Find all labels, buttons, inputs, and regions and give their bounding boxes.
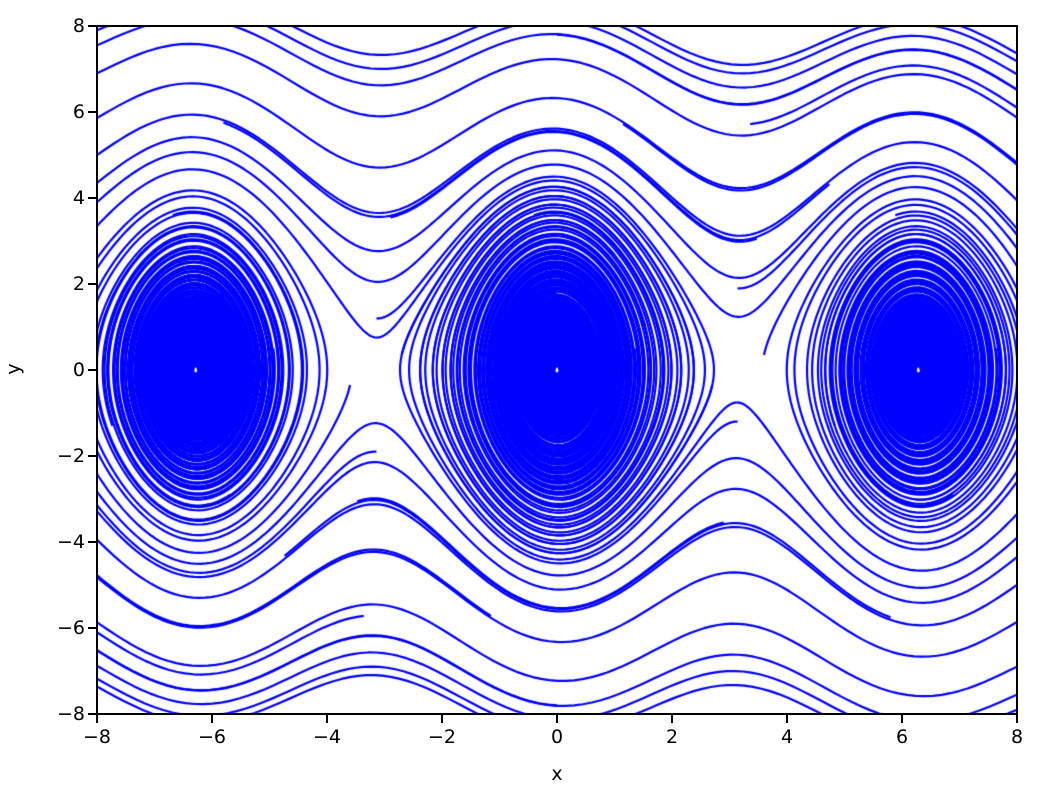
x-tick-label: −2 <box>427 726 457 748</box>
x-tick-mark <box>786 715 788 723</box>
y-tick-label: 4 <box>72 187 85 209</box>
y-tick-label: −6 <box>56 617 85 639</box>
y-tick-mark <box>88 197 96 199</box>
x-tick-label: 4 <box>780 726 794 748</box>
y-tick-mark <box>88 283 96 285</box>
x-tick-label: 8 <box>1010 726 1024 748</box>
y-tick-label: −8 <box>56 703 85 725</box>
x-tick-label: 2 <box>665 726 679 748</box>
x-tick-mark <box>96 715 98 723</box>
y-tick-label: 6 <box>72 101 85 123</box>
y-tick-label: 8 <box>72 15 85 37</box>
x-tick-mark <box>211 715 213 723</box>
x-tick-label: 0 <box>550 726 564 748</box>
y-tick-mark <box>88 541 96 543</box>
x-tick-label: −6 <box>197 726 227 748</box>
x-axis-label: x <box>551 763 563 785</box>
x-tick-label: −4 <box>312 726 342 748</box>
x-tick-mark <box>901 715 903 723</box>
y-tick-label: −2 <box>56 445 85 467</box>
x-tick-label: 6 <box>895 726 909 748</box>
x-tick-mark <box>441 715 443 723</box>
y-tick-mark <box>88 25 96 27</box>
y-tick-label: 0 <box>72 359 85 381</box>
y-axis-label: y <box>2 363 25 375</box>
y-tick-label: 2 <box>72 273 85 295</box>
y-tick-label: −4 <box>56 531 85 553</box>
x-tick-mark <box>1016 715 1018 723</box>
y-tick-mark <box>88 713 96 715</box>
y-tick-mark <box>88 369 96 371</box>
y-tick-mark <box>88 455 96 457</box>
x-tick-mark <box>671 715 673 723</box>
y-tick-mark <box>88 627 96 629</box>
x-tick-mark <box>556 715 558 723</box>
y-tick-mark <box>88 111 96 113</box>
x-tick-mark <box>326 715 328 723</box>
x-tick-label: −8 <box>82 726 112 748</box>
